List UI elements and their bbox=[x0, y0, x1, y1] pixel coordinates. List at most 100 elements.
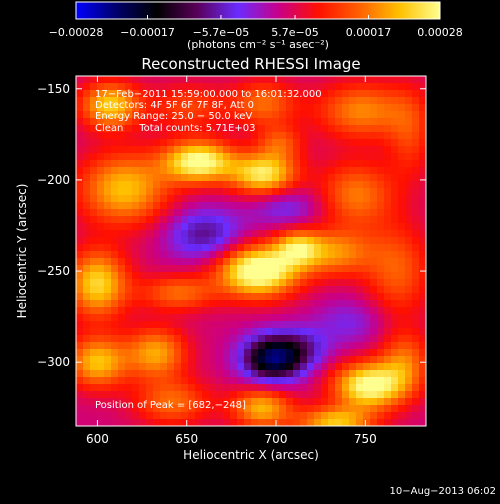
heatmap-cell bbox=[118, 349, 126, 357]
heatmap-cell bbox=[286, 370, 294, 378]
heatmap-cell bbox=[230, 384, 238, 392]
heatmap-cell bbox=[153, 265, 161, 273]
heatmap-cell bbox=[104, 265, 112, 273]
heatmap-cell bbox=[181, 83, 189, 91]
heatmap-cell bbox=[328, 76, 336, 84]
heatmap-cell bbox=[300, 132, 308, 140]
heatmap-cell bbox=[412, 321, 420, 329]
heatmap-cell bbox=[181, 202, 189, 210]
heatmap-cell bbox=[370, 370, 378, 378]
heatmap-cell bbox=[104, 328, 112, 336]
heatmap-cell bbox=[104, 118, 112, 126]
heatmap-cell bbox=[111, 83, 119, 91]
heatmap-cell bbox=[216, 76, 224, 84]
heatmap-cell bbox=[251, 146, 259, 154]
heatmap-cell bbox=[167, 265, 175, 273]
heatmap-cell bbox=[286, 146, 294, 154]
heatmap-cell bbox=[307, 97, 315, 105]
heatmap-cell bbox=[90, 405, 98, 413]
heatmap-cell bbox=[244, 132, 252, 140]
heatmap-cell bbox=[286, 356, 294, 364]
heatmap-cell bbox=[97, 90, 105, 98]
heatmap-cell bbox=[139, 76, 147, 84]
heatmap-cell bbox=[209, 363, 217, 371]
heatmap-cell bbox=[321, 104, 329, 112]
heatmap-cell bbox=[398, 279, 406, 287]
heatmap-cell bbox=[153, 181, 161, 189]
heatmap-cell bbox=[90, 174, 98, 182]
heatmap-cell bbox=[272, 356, 280, 364]
heatmap-cell bbox=[237, 132, 245, 140]
heatmap-cell bbox=[419, 349, 426, 357]
heatmap-cell bbox=[139, 307, 147, 315]
heatmap-cell bbox=[174, 90, 182, 98]
heatmap-cell bbox=[174, 307, 182, 315]
heatmap-cell bbox=[251, 118, 259, 126]
heatmap-cell bbox=[223, 118, 231, 126]
heatmap-cell bbox=[244, 342, 252, 350]
heatmap-cell bbox=[237, 356, 245, 364]
heatmap-cell bbox=[118, 111, 126, 119]
heatmap-cell bbox=[314, 125, 322, 133]
heatmap-cell bbox=[286, 307, 294, 315]
heatmap-cell bbox=[412, 251, 420, 259]
heatmap-cell bbox=[258, 405, 266, 413]
heatmap-cell bbox=[314, 335, 322, 343]
heatmap-cell bbox=[293, 174, 301, 182]
heatmap-cell bbox=[90, 104, 98, 112]
heatmap-cell bbox=[139, 258, 147, 266]
heatmap-cell bbox=[223, 132, 231, 140]
heatmap-cell bbox=[321, 328, 329, 336]
heatmap-cell bbox=[153, 195, 161, 203]
heatmap-cell bbox=[97, 384, 105, 392]
heatmap-cell bbox=[405, 167, 413, 175]
heatmap-cell bbox=[160, 83, 168, 91]
heatmap-cell bbox=[237, 111, 245, 119]
heatmap-cell bbox=[188, 90, 196, 98]
heatmap-cell bbox=[202, 384, 210, 392]
heatmap-cell bbox=[104, 153, 112, 161]
heatmap-cell bbox=[139, 167, 147, 175]
heatmap-cell bbox=[188, 97, 196, 105]
heatmap-cell bbox=[293, 398, 301, 406]
heatmap-cell bbox=[370, 286, 378, 294]
heatmap-cell bbox=[391, 314, 399, 322]
heatmap-cell bbox=[90, 188, 98, 196]
heatmap-cell bbox=[419, 307, 426, 315]
heatmap-cell bbox=[153, 377, 161, 385]
heatmap-cell bbox=[230, 174, 238, 182]
heatmap-cell bbox=[118, 286, 126, 294]
heatmap-cell bbox=[356, 132, 364, 140]
heatmap-cell bbox=[195, 188, 203, 196]
heatmap-cell bbox=[279, 132, 287, 140]
heatmap-cell bbox=[377, 328, 385, 336]
heatmap-cell bbox=[335, 216, 343, 224]
heatmap-cell bbox=[104, 391, 112, 399]
heatmap-cell bbox=[286, 139, 294, 147]
heatmap-cell bbox=[237, 167, 245, 175]
heatmap-cell bbox=[181, 335, 189, 343]
heatmap-cell bbox=[363, 300, 371, 308]
heatmap-cell bbox=[251, 419, 259, 426]
heatmap-cell bbox=[202, 335, 210, 343]
heatmap-cell bbox=[419, 279, 426, 287]
heatmap-cell bbox=[139, 356, 147, 364]
heatmap-cell bbox=[384, 223, 392, 231]
heatmap-cell bbox=[97, 321, 105, 329]
heatmap-cell bbox=[97, 97, 105, 105]
heatmap-cell bbox=[328, 307, 336, 315]
heatmap-cell bbox=[412, 188, 420, 196]
heatmap-cell bbox=[391, 391, 399, 399]
heatmap-cell bbox=[321, 90, 329, 98]
heatmap-cell bbox=[209, 384, 217, 392]
heatmap-cell bbox=[398, 307, 406, 315]
heatmap-cell bbox=[384, 321, 392, 329]
heatmap-cell bbox=[132, 419, 140, 426]
heatmap-cell bbox=[244, 356, 252, 364]
heatmap-cell bbox=[118, 384, 126, 392]
heatmap-cell bbox=[398, 76, 406, 84]
heatmap-cell bbox=[216, 258, 224, 266]
heatmap-cell bbox=[300, 321, 308, 329]
heatmap-cell bbox=[209, 314, 217, 322]
heatmap-cell bbox=[160, 97, 168, 105]
